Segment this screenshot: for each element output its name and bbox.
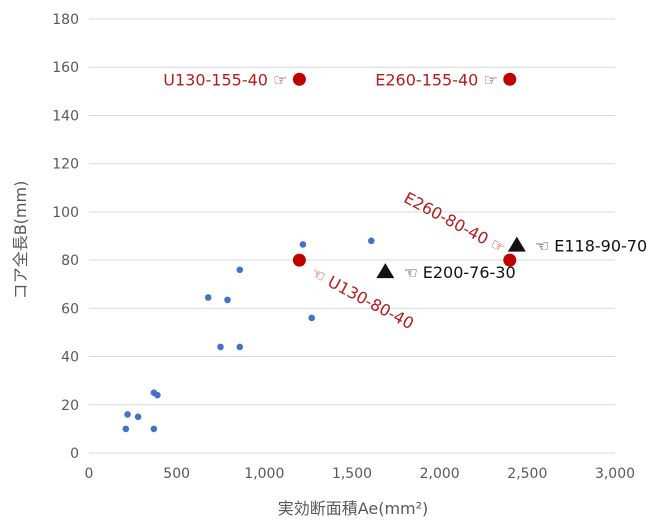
annotation-label: ☜ U130-80-40 [308,263,418,333]
annotation-label: E260-80-40 ☞ [401,188,509,258]
y-tick-label: 100 [52,205,79,221]
data-point [299,241,307,248]
y-tick-label: 0 [70,446,79,462]
y-tick-label: 120 [52,157,79,173]
x-axis-title: 実効断面積Ae(mm²) [278,499,429,518]
x-tick-label: 2,500 [507,466,547,482]
annotation-label: U130-155-40 ☞ [163,70,287,89]
y-tick-label: 140 [52,108,79,124]
data-point [236,343,244,351]
data-point [150,425,158,433]
x-tick-label: 1,500 [332,466,372,482]
y-tick-label: 180 [52,12,79,28]
x-tick-label: 3,000 [595,466,635,482]
data-point-large [503,72,517,86]
x-tick-label: 0 [85,466,94,482]
axes: 0 20 40 60 80 100 120 140 160 180 0 500 1,000 1,500 2,… [52,12,635,482]
y-tick-label: 80 [61,253,79,269]
data-point [124,411,131,418]
x-tick-label: 500 [163,466,190,482]
y-axis-title: コア全長B(mm) [11,181,30,300]
x-tick-label: 2,000 [420,466,460,482]
y-tick-label: 40 [61,350,79,366]
data-point-large [292,72,306,86]
y-tick-label: 20 [61,398,79,414]
annotation-label: ☜ E118-90-70 [535,237,647,256]
gridlines [89,18,615,406]
data-point-triangle [376,263,395,279]
data-point-large [503,253,517,267]
data-point [224,296,231,304]
data-point [308,314,315,322]
data-point [217,343,224,351]
y-tick-label: 60 [61,301,79,317]
annotation-label: E260-155-40 ☞ [375,70,498,89]
data-point-large [292,253,306,267]
data-point [367,237,375,245]
annotation-label: ☜ E200-76-30 [403,263,515,282]
data-point [236,266,244,274]
data-point [204,294,212,301]
data-point [154,391,161,399]
data-point [122,425,130,433]
data-point-triangle [507,236,526,252]
data-points [122,72,526,433]
x-tick-label: 1,000 [244,466,284,482]
annotations: U130-155-40 ☞ E260-155-40 ☞E260-80-40 ☞☜ … [163,70,647,333]
data-point [134,413,142,421]
y-tick-label: 160 [52,60,79,76]
